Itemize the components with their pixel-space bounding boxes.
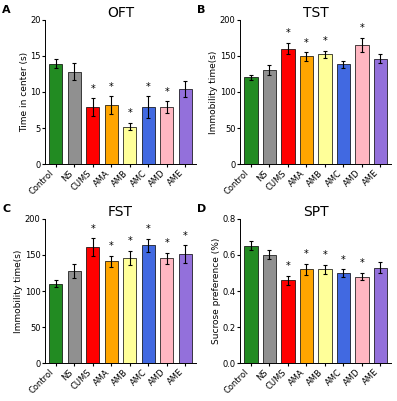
Bar bbox=[86, 107, 100, 164]
Text: D: D bbox=[197, 204, 206, 214]
Bar bbox=[374, 267, 387, 363]
Text: *: * bbox=[164, 87, 169, 97]
Text: *: * bbox=[91, 224, 95, 234]
Bar bbox=[244, 246, 258, 363]
Bar bbox=[67, 72, 81, 164]
Text: *: * bbox=[127, 108, 132, 118]
Bar bbox=[281, 280, 295, 363]
Text: *: * bbox=[146, 82, 151, 91]
Bar bbox=[337, 65, 350, 164]
Bar bbox=[300, 269, 313, 363]
Bar bbox=[86, 247, 100, 363]
Text: *: * bbox=[91, 84, 95, 94]
Title: TST: TST bbox=[303, 6, 328, 20]
Bar bbox=[160, 107, 173, 164]
Bar bbox=[142, 107, 155, 164]
Bar bbox=[105, 261, 118, 363]
Bar bbox=[123, 127, 137, 164]
Bar bbox=[300, 57, 313, 164]
Text: *: * bbox=[109, 241, 114, 251]
Bar bbox=[281, 49, 295, 164]
Y-axis label: Time in center (s): Time in center (s) bbox=[20, 52, 29, 132]
Bar bbox=[123, 258, 137, 363]
Bar bbox=[179, 89, 192, 164]
Bar bbox=[179, 254, 192, 363]
Text: *: * bbox=[183, 231, 188, 241]
Bar bbox=[142, 245, 155, 363]
Text: A: A bbox=[2, 5, 11, 15]
Bar bbox=[49, 284, 62, 363]
Bar bbox=[263, 255, 276, 363]
Text: *: * bbox=[164, 238, 169, 248]
Text: *: * bbox=[127, 236, 132, 246]
Bar bbox=[263, 70, 276, 164]
Bar bbox=[160, 259, 173, 363]
Title: FST: FST bbox=[108, 205, 133, 219]
Text: *: * bbox=[359, 23, 364, 33]
Bar bbox=[318, 54, 331, 164]
Text: *: * bbox=[285, 261, 290, 271]
Text: *: * bbox=[322, 36, 327, 46]
Y-axis label: Immobility time(s): Immobility time(s) bbox=[210, 50, 218, 134]
Bar bbox=[355, 45, 368, 164]
Title: SPT: SPT bbox=[303, 205, 328, 219]
Text: *: * bbox=[109, 82, 114, 91]
Bar bbox=[49, 64, 62, 164]
Y-axis label: Immobility time(s): Immobility time(s) bbox=[14, 249, 23, 333]
Title: OFT: OFT bbox=[107, 6, 134, 20]
Bar bbox=[244, 77, 258, 164]
Bar bbox=[337, 273, 350, 363]
Text: *: * bbox=[304, 249, 309, 259]
Text: B: B bbox=[197, 5, 206, 15]
Text: *: * bbox=[341, 255, 346, 265]
Text: *: * bbox=[322, 250, 327, 260]
Bar bbox=[374, 59, 387, 164]
Text: *: * bbox=[359, 258, 364, 268]
Text: C: C bbox=[2, 204, 10, 214]
Bar bbox=[355, 277, 368, 363]
Bar bbox=[105, 105, 118, 164]
Bar bbox=[318, 269, 331, 363]
Text: *: * bbox=[146, 224, 151, 234]
Text: *: * bbox=[304, 38, 309, 47]
Bar bbox=[67, 271, 81, 363]
Y-axis label: Sucrose preference (%): Sucrose preference (%) bbox=[212, 238, 221, 344]
Text: *: * bbox=[285, 28, 290, 38]
